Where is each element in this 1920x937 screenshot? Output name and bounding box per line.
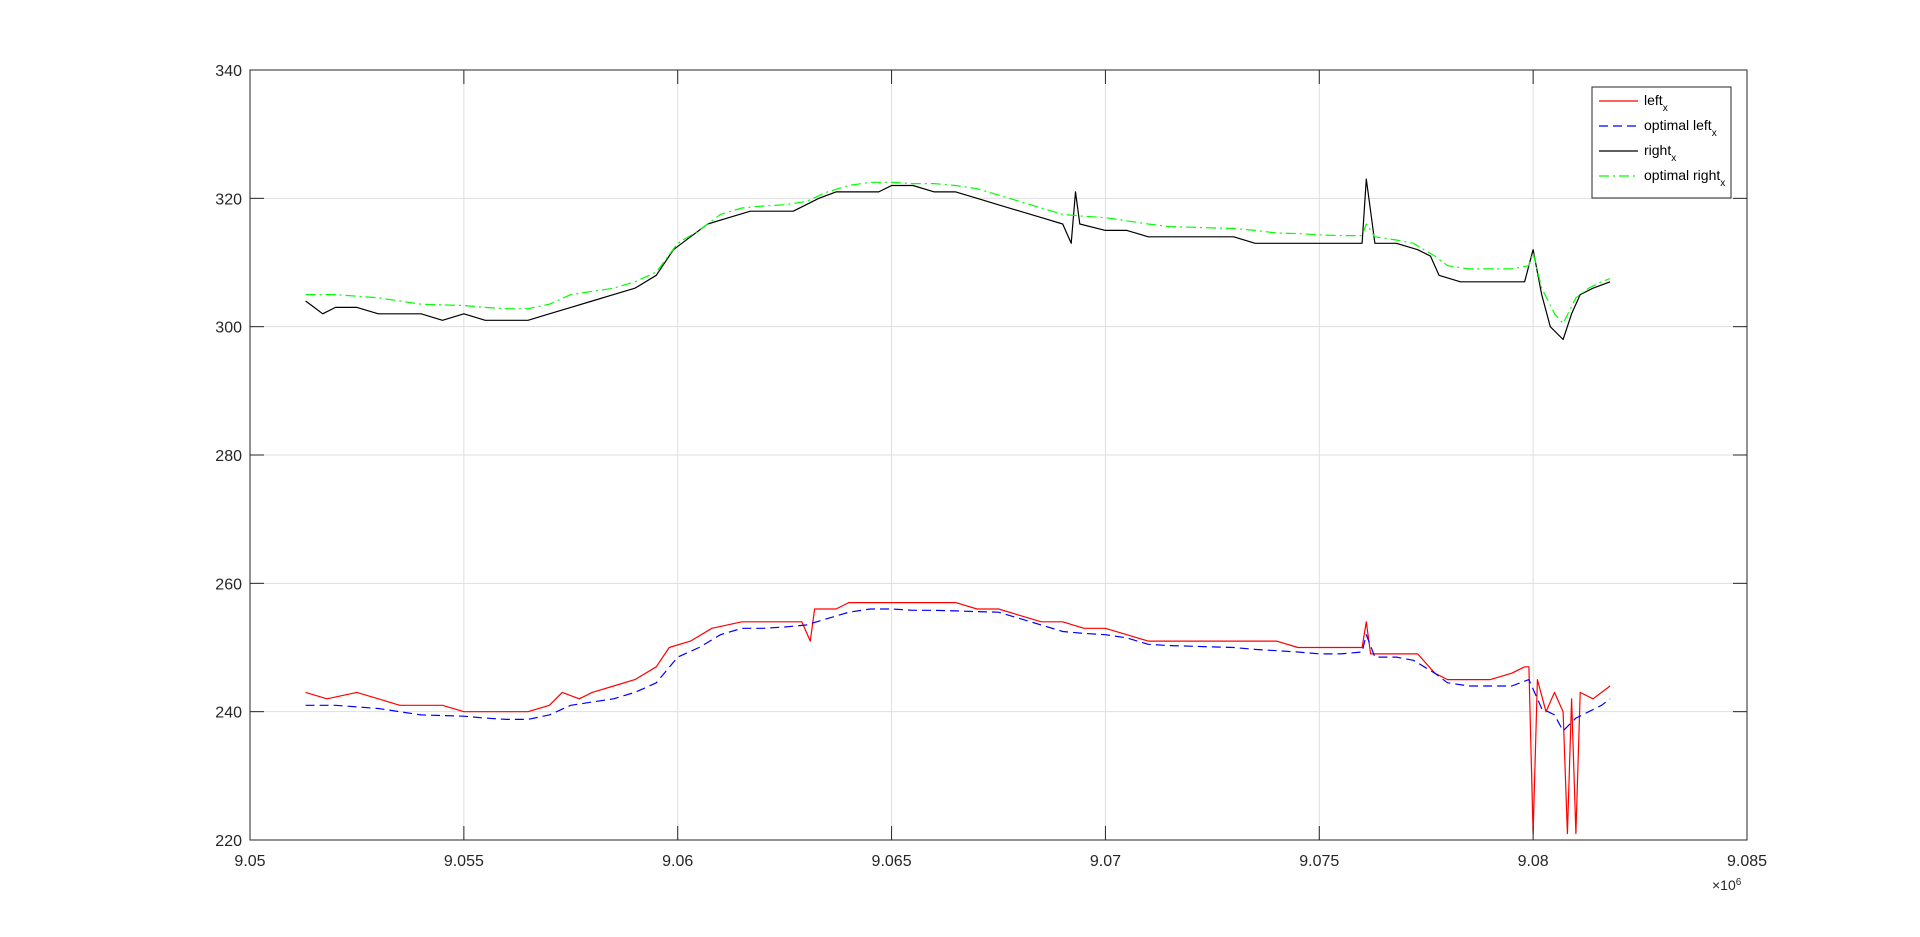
y-tick-label: 220 xyxy=(215,833,242,850)
y-tick-label: 300 xyxy=(215,320,242,337)
legend-label-left: leftx xyxy=(1644,92,1668,114)
legend-label-right: rightx xyxy=(1644,142,1676,164)
y-tick-label: 320 xyxy=(215,191,242,208)
y-tick-label: 280 xyxy=(215,448,242,465)
x-tick-label: 9.065 xyxy=(872,853,912,870)
y-tick-label: 260 xyxy=(215,576,242,593)
series-layer xyxy=(305,178,1611,835)
legend-label-optimal-right: optimal rightx xyxy=(1644,167,1725,189)
legend[interactable]: leftx optimal leftx rightx optimal rightx xyxy=(1591,86,1732,199)
axis-ticks xyxy=(249,69,1748,841)
x-tick-label: 9.07 xyxy=(1090,853,1121,870)
x-axis-exponent-power: 6 xyxy=(1736,877,1742,888)
series-line-right xyxy=(305,178,1611,341)
x-tick-label: 9.08 xyxy=(1518,853,1549,870)
x-tick-label: 9.055 xyxy=(444,853,484,870)
x-axis-exponent: ×106 xyxy=(1712,877,1742,894)
legend-label-optimal-left: optimal leftx xyxy=(1644,117,1717,139)
y-tick-label: 240 xyxy=(215,705,242,722)
series-line-left xyxy=(305,601,1611,835)
y-tick-label: 340 xyxy=(215,63,242,80)
x-axis-exponent-base: ×10 xyxy=(1712,877,1736,893)
x-tick-label: 9.06 xyxy=(662,853,693,870)
series-line-optimal-left xyxy=(305,608,1611,732)
x-tick-label: 9.075 xyxy=(1299,853,1339,870)
legend-box xyxy=(1591,86,1732,199)
series-line-optimal-right xyxy=(305,181,1611,325)
x-tick-labels: 9.05 9.055 9.06 9.065 9.07 9.075 9.08 9.085 xyxy=(234,853,1767,870)
gridlines xyxy=(250,70,1747,840)
x-tick-label: 9.05 xyxy=(234,853,265,870)
x-tick-label: 9.085 xyxy=(1727,853,1767,870)
y-tick-labels: 220 240 260 280 300 320 340 xyxy=(215,63,242,850)
